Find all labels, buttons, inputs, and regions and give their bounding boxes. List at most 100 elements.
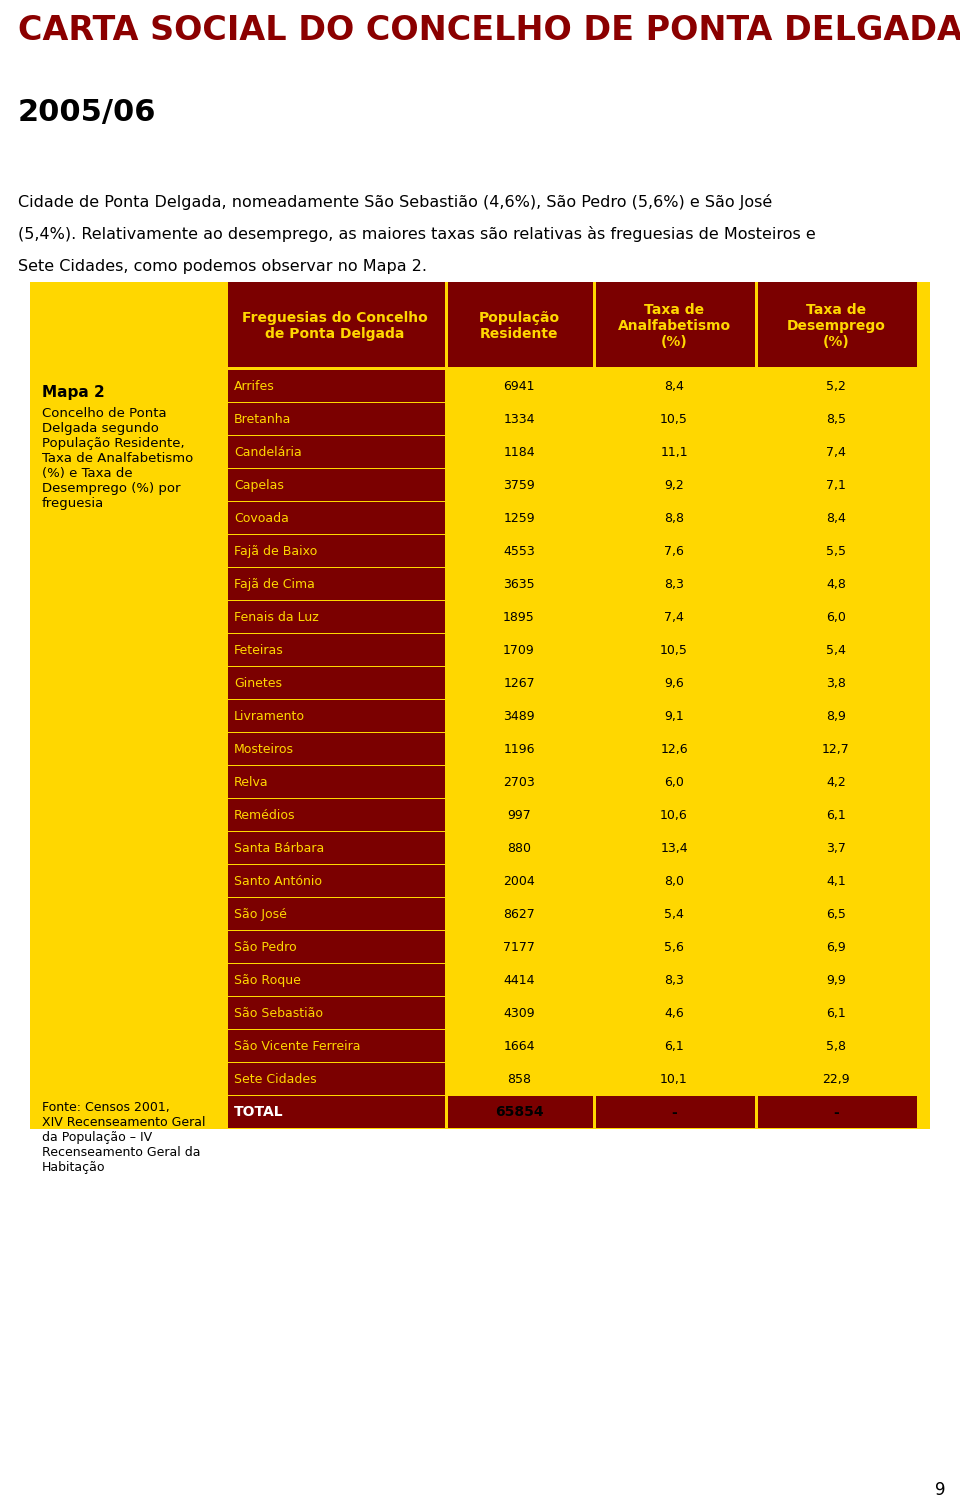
Polygon shape	[758, 469, 917, 500]
Text: São Roque: São Roque	[234, 974, 300, 987]
Text: 8,5: 8,5	[826, 413, 846, 426]
Text: Taxa de
Analfabetismo
(%): Taxa de Analfabetismo (%)	[617, 302, 731, 349]
Text: Covoada: Covoada	[234, 513, 289, 525]
Text: Santa Bárbara: Santa Bárbara	[234, 842, 324, 854]
Polygon shape	[228, 404, 445, 435]
Polygon shape	[758, 767, 917, 798]
Text: 9,6: 9,6	[664, 677, 684, 689]
Text: Sete Cidades: Sete Cidades	[234, 1074, 317, 1086]
Text: 6,0: 6,0	[826, 611, 846, 624]
Polygon shape	[448, 404, 593, 435]
Polygon shape	[758, 569, 917, 600]
Text: São Pedro: São Pedro	[234, 940, 297, 954]
Text: 5,4: 5,4	[664, 909, 684, 921]
Polygon shape	[228, 283, 445, 367]
Polygon shape	[596, 370, 755, 402]
Text: 1196: 1196	[503, 742, 535, 756]
Text: 8627: 8627	[503, 909, 535, 921]
Polygon shape	[758, 1096, 917, 1128]
Text: 8,3: 8,3	[664, 578, 684, 591]
Text: 10,5: 10,5	[660, 413, 688, 426]
Polygon shape	[758, 700, 917, 732]
Polygon shape	[596, 898, 755, 930]
Polygon shape	[596, 865, 755, 897]
Polygon shape	[228, 798, 445, 832]
Polygon shape	[228, 535, 445, 567]
Text: TOTAL: TOTAL	[234, 1105, 283, 1119]
Text: Bretanha: Bretanha	[234, 413, 292, 426]
Text: -: -	[833, 1105, 839, 1119]
Text: 2004: 2004	[503, 875, 535, 888]
Polygon shape	[448, 865, 593, 897]
Text: Cidade de Ponta Delgada, nomeadamente São Sebastião (4,6%), São Pedro (5,6%) e S: Cidade de Ponta Delgada, nomeadamente Sã…	[18, 194, 772, 210]
Polygon shape	[448, 600, 593, 634]
Polygon shape	[448, 1030, 593, 1061]
Text: 5,2: 5,2	[826, 380, 846, 393]
Polygon shape	[758, 798, 917, 832]
Text: São Sebastião: São Sebastião	[234, 1007, 323, 1021]
Text: 8,0: 8,0	[664, 875, 684, 888]
Text: Candelária: Candelária	[234, 446, 301, 460]
Text: 4,8: 4,8	[826, 578, 846, 591]
Text: 10,1: 10,1	[660, 1074, 688, 1086]
Polygon shape	[228, 667, 445, 699]
Text: 1895: 1895	[503, 611, 535, 624]
Polygon shape	[596, 733, 755, 765]
Text: 2005/06: 2005/06	[18, 97, 156, 127]
Text: 1334: 1334	[503, 413, 535, 426]
Text: 4553: 4553	[503, 544, 535, 558]
Text: Fajã de Baixo: Fajã de Baixo	[234, 544, 317, 558]
Polygon shape	[228, 600, 445, 634]
Polygon shape	[448, 283, 593, 367]
Text: Fajã de Cima: Fajã de Cima	[234, 578, 315, 591]
Polygon shape	[596, 569, 755, 600]
Text: (5,4%). Relativamente ao desemprego, as maiores taxas são relativas às freguesia: (5,4%). Relativamente ao desemprego, as …	[18, 225, 816, 242]
Polygon shape	[758, 733, 917, 765]
Polygon shape	[448, 435, 593, 469]
Polygon shape	[228, 965, 445, 996]
Polygon shape	[596, 965, 755, 996]
Polygon shape	[228, 931, 445, 963]
Text: 5,6: 5,6	[664, 940, 684, 954]
Text: Freguesias do Concelho
de Ponta Delgada: Freguesias do Concelho de Ponta Delgada	[242, 311, 428, 342]
Polygon shape	[596, 535, 755, 567]
Text: 1184: 1184	[503, 446, 535, 460]
Polygon shape	[596, 600, 755, 634]
Text: Livramento: Livramento	[234, 711, 305, 723]
Text: -: -	[671, 1105, 677, 1119]
Text: 4,6: 4,6	[664, 1007, 684, 1021]
Polygon shape	[448, 502, 593, 534]
Text: 2703: 2703	[503, 776, 535, 789]
Polygon shape	[448, 767, 593, 798]
Polygon shape	[758, 931, 917, 963]
Polygon shape	[758, 502, 917, 534]
Text: 10,6: 10,6	[660, 809, 688, 823]
Text: 7,1: 7,1	[826, 479, 846, 491]
Polygon shape	[228, 469, 445, 500]
Text: CARTA SOCIAL DO CONCELHO DE PONTA DELGADA: CARTA SOCIAL DO CONCELHO DE PONTA DELGAD…	[18, 14, 960, 47]
Polygon shape	[228, 1096, 445, 1128]
Text: Feteiras: Feteiras	[234, 644, 284, 658]
Polygon shape	[448, 1096, 593, 1128]
Text: 6,1: 6,1	[827, 1007, 846, 1021]
Text: 7177: 7177	[503, 940, 535, 954]
Polygon shape	[228, 1030, 445, 1061]
Text: 997: 997	[507, 809, 531, 823]
Polygon shape	[228, 898, 445, 930]
Polygon shape	[758, 535, 917, 567]
Polygon shape	[448, 569, 593, 600]
Polygon shape	[758, 965, 917, 996]
Polygon shape	[228, 733, 445, 765]
Text: 4,1: 4,1	[827, 875, 846, 888]
Text: 7,4: 7,4	[664, 611, 684, 624]
Text: 3,7: 3,7	[826, 842, 846, 854]
Text: 1709: 1709	[503, 644, 535, 658]
Polygon shape	[228, 370, 445, 402]
Text: Capelas: Capelas	[234, 479, 284, 491]
Polygon shape	[758, 600, 917, 634]
Polygon shape	[448, 996, 593, 1030]
Text: Sete Cidades, como podemos observar no Mapa 2.: Sete Cidades, como podemos observar no M…	[18, 259, 427, 274]
Polygon shape	[448, 700, 593, 732]
Text: 5,8: 5,8	[826, 1040, 846, 1052]
Text: 4309: 4309	[503, 1007, 535, 1021]
